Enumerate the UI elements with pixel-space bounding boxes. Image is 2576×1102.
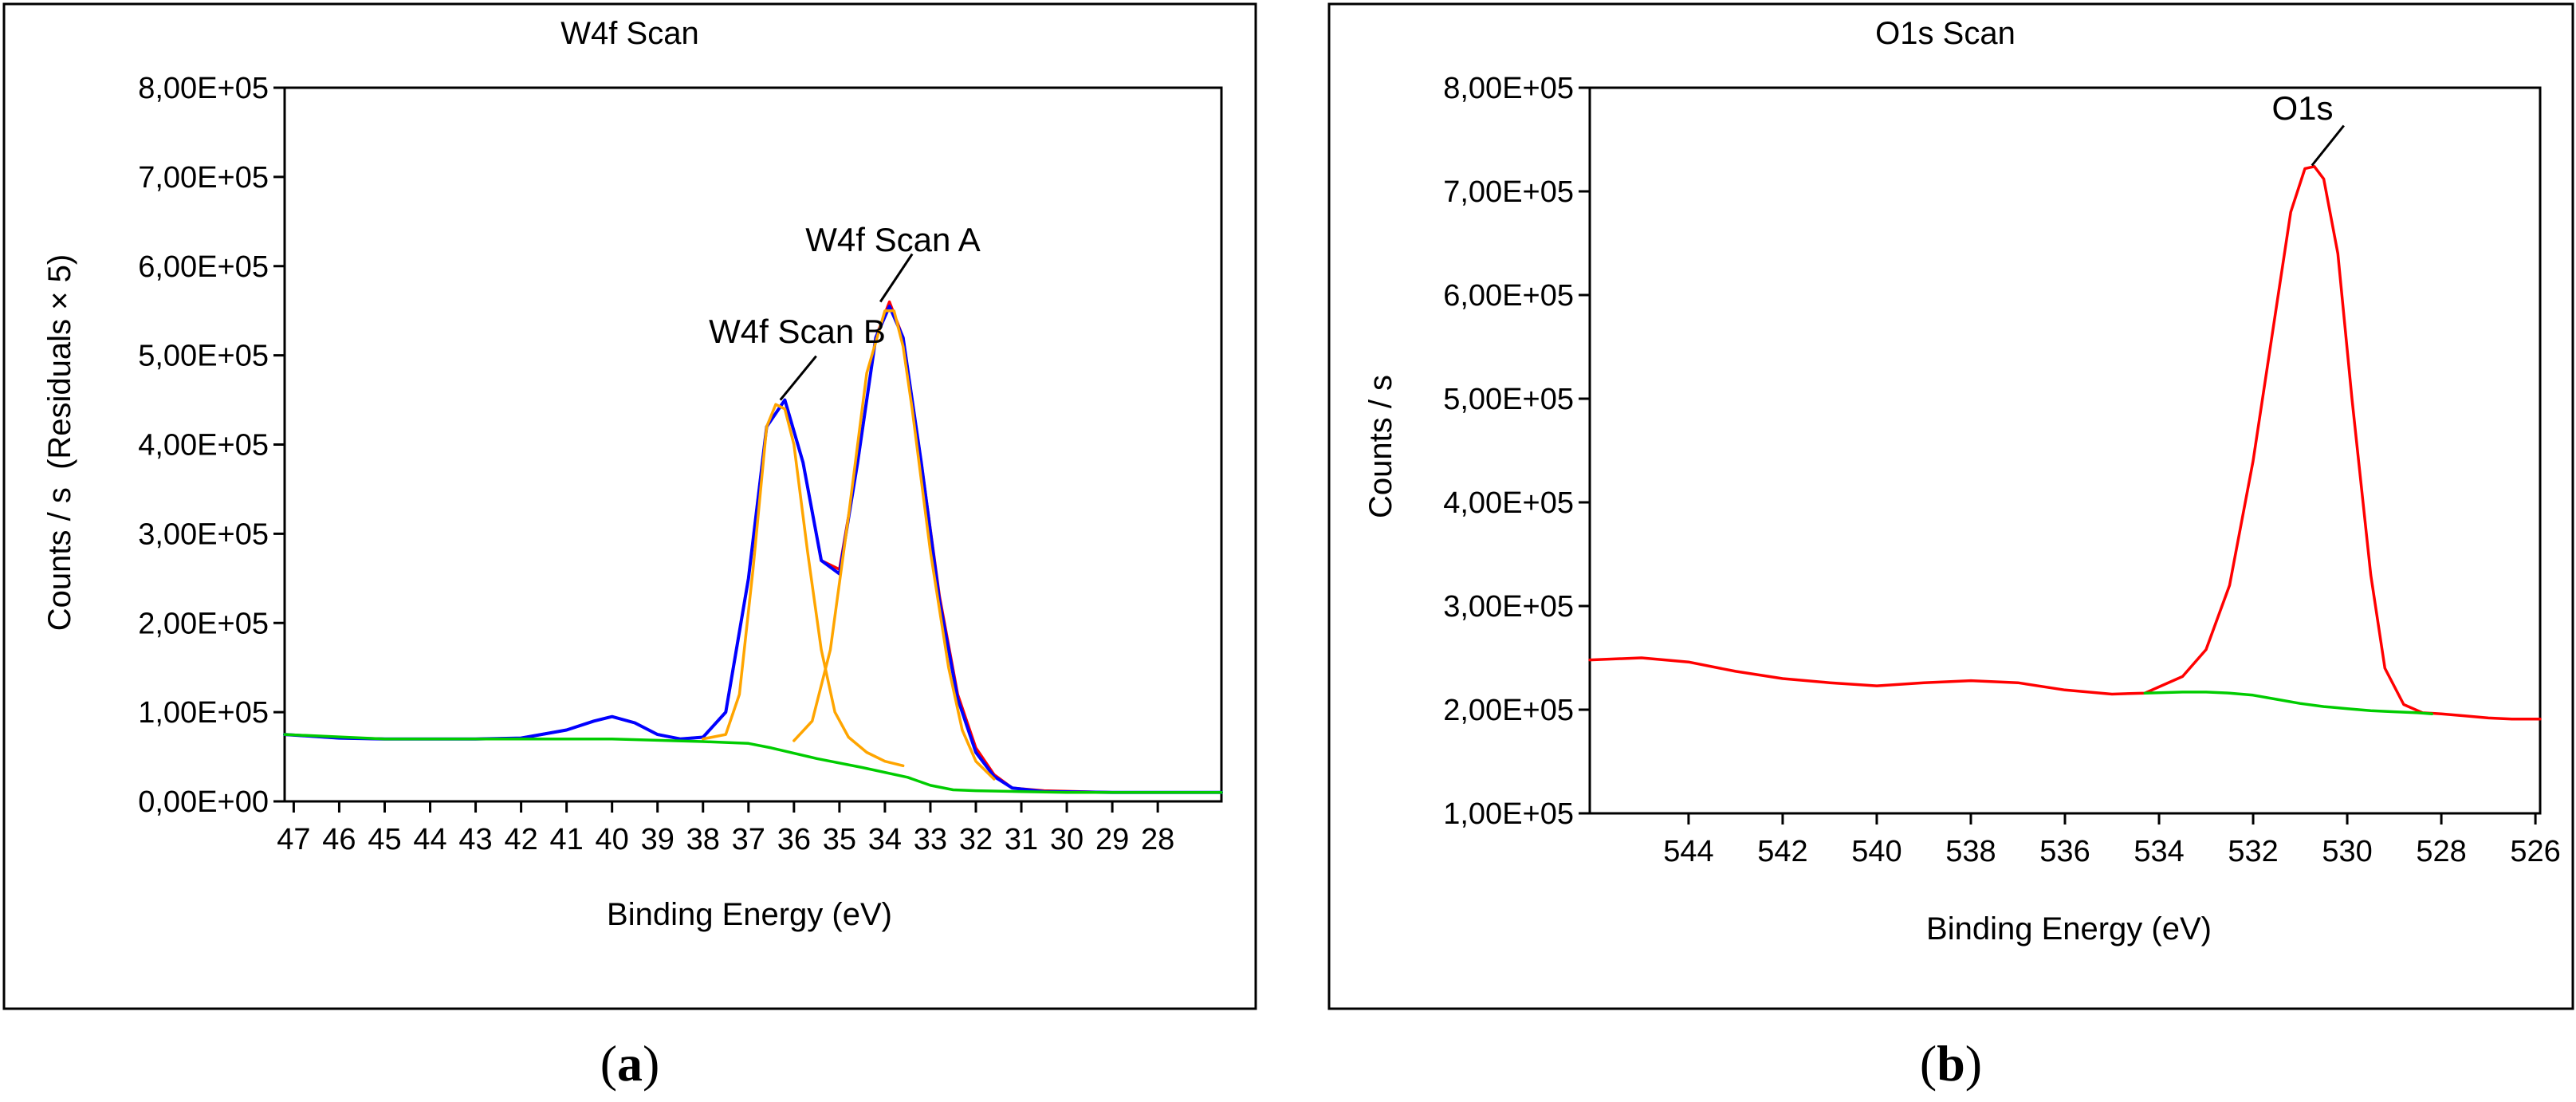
panel-a-x-tick-label: 36 — [777, 823, 811, 856]
panel-a-y-tick-label: 5,00E+05 — [138, 340, 269, 373]
panel-a-series-envelope — [283, 305, 1223, 794]
panel-a-x-tick-label: 42 — [504, 823, 537, 856]
panel-b: O1s Scan 1,00E+05 2,00E+05 3,00E+05 4,00E+0… — [1327, 2, 2574, 1010]
panel-a-x-tick-label: 31 — [1005, 823, 1038, 856]
panel-a-x-tick-label: 33 — [914, 823, 947, 856]
panel-a-y-tick-label: 2,00E+05 — [138, 607, 269, 640]
panel-a-y-axis-title: Counts / s (Residuals × 5) — [42, 254, 77, 631]
panel-a-annotation-leader — [779, 355, 817, 401]
panel-a-x-tick-label: 45 — [368, 823, 401, 856]
panel-b-y-tick-label: 2,00E+05 — [1443, 694, 1574, 727]
panel-a-x-tick-label: 29 — [1095, 823, 1129, 856]
panel-b-x-tick-label: 542 — [1757, 835, 1807, 868]
panel-a-x-tick-label: 47 — [277, 823, 310, 856]
panel-a-x-tick-label: 43 — [458, 823, 492, 856]
panel-b-caption: (b) — [1920, 1035, 1982, 1092]
panel-a-ticks: 0,00E+00 1,00E+05 2,00E+05 3,00E+05 4,00E+05… — [138, 72, 1174, 856]
panel-b-x-tick-label: 526 — [2510, 835, 2560, 868]
panel-b-series-background — [2143, 691, 2434, 715]
panel-b-x-tick-label: 536 — [2039, 835, 2090, 868]
panel-a-x-tick-label: 35 — [823, 823, 856, 856]
panel-a-x-tick-label: 32 — [959, 823, 993, 856]
panel-a-x-tick-label: 46 — [322, 823, 356, 856]
panel-b-y-tick-label: 6,00E+05 — [1443, 279, 1574, 313]
panel-b-x-tick-label: 532 — [2228, 835, 2278, 868]
panel-a-x-tick-label: 44 — [413, 823, 446, 856]
panel-b-y-tick-label: 5,00E+05 — [1443, 383, 1574, 416]
panel-a-x-tick-label: 41 — [550, 823, 584, 856]
panel-a-x-tick-label: 34 — [868, 823, 902, 856]
panel-b-y-axis-title: Counts / s — [1363, 375, 1398, 518]
panel-a-y-tick-label: 4,00E+05 — [138, 429, 269, 462]
panel-b-y-tick-label: 1,00E+05 — [1443, 797, 1574, 831]
panel-a-caption: (a) — [600, 1035, 660, 1092]
panel-a-annotations: W4f Scan A W4f Scan B — [709, 221, 981, 401]
panel-b-y-tick-label: 7,00E+05 — [1443, 175, 1574, 209]
panel-a-series-w4f-scan-b — [702, 403, 905, 768]
panel-b-annotation-leader — [2311, 124, 2345, 167]
panel-a-y-tick-label: 6,00E+05 — [138, 250, 269, 284]
panel-a-title: W4f Scan — [560, 16, 698, 51]
panel-a-annotation-w4f-scan-a: W4f Scan A — [805, 221, 980, 258]
panel-b-frame — [1327, 2, 2574, 1010]
panel-b-caption-letter: b — [1937, 1035, 1965, 1092]
panel-b-x-tick-label: 540 — [1851, 835, 1902, 868]
panel-b-series-o1s — [1588, 165, 2542, 721]
panel-a-caption-letter: a — [617, 1035, 643, 1092]
panel-a: W4f Scan 0,00E+00 1,00E+05 2,00E+05 3,00E+0… — [2, 2, 1257, 1010]
panel-a-y-tick-label: 0,00E+00 — [138, 785, 269, 819]
panel-a-y-tick-label: 7,00E+05 — [138, 161, 269, 195]
panel-a-x-axis-title: Binding Energy (eV) — [607, 897, 892, 932]
panel-b-y-tick-label: 8,00E+05 — [1443, 72, 1574, 105]
panel-a-x-tick-label: 39 — [641, 823, 674, 856]
panel-b-y-tick-label: 4,00E+05 — [1443, 486, 1574, 520]
panel-b-y-tick-label: 3,00E+05 — [1443, 590, 1574, 624]
panel-b-ticks: 1,00E+05 2,00E+05 3,00E+05 4,00E+05 5,00E+05… — [1443, 72, 2561, 868]
panel-b-annotation-o1s: O1s — [2271, 89, 2333, 127]
panel-b-x-tick-label: 528 — [2416, 835, 2466, 868]
panel-a-annotation-w4f-scan-b: W4f Scan B — [709, 313, 886, 350]
panel-a-y-tick-label: 3,00E+05 — [138, 518, 269, 551]
panel-a-curves — [283, 300, 1223, 794]
panel-b-x-tick-label: 534 — [2134, 835, 2184, 868]
panel-b-x-tick-label: 530 — [2322, 835, 2372, 868]
panel-a-y-tick-label: 8,00E+05 — [138, 72, 269, 105]
panel-a-frame — [2, 2, 1257, 1010]
panel-a-x-tick-label: 38 — [686, 823, 720, 856]
panel-b-annotations: O1s — [2271, 89, 2345, 167]
panel-b-curves — [1588, 165, 2542, 721]
panel-a-x-tick-label: 28 — [1141, 823, 1174, 856]
panel-b-x-tick-label: 538 — [1945, 835, 1996, 868]
panel-a-annotation-leader — [879, 253, 914, 303]
panel-a-y-tick-label: 1,00E+05 — [138, 696, 269, 730]
panel-a-x-tick-label: 40 — [596, 823, 629, 856]
panel-a-series-w4f-scan-a — [792, 309, 996, 781]
panel-a-x-tick-label: 30 — [1050, 823, 1083, 856]
panel-b-title: O1s Scan — [1875, 16, 2016, 51]
panel-b-x-axis-title: Binding Energy (eV) — [1926, 911, 2212, 947]
panel-a-x-tick-label: 37 — [732, 823, 765, 856]
panel-b-x-tick-label: 544 — [1663, 835, 1713, 868]
panel-a-series-background — [283, 733, 1223, 794]
